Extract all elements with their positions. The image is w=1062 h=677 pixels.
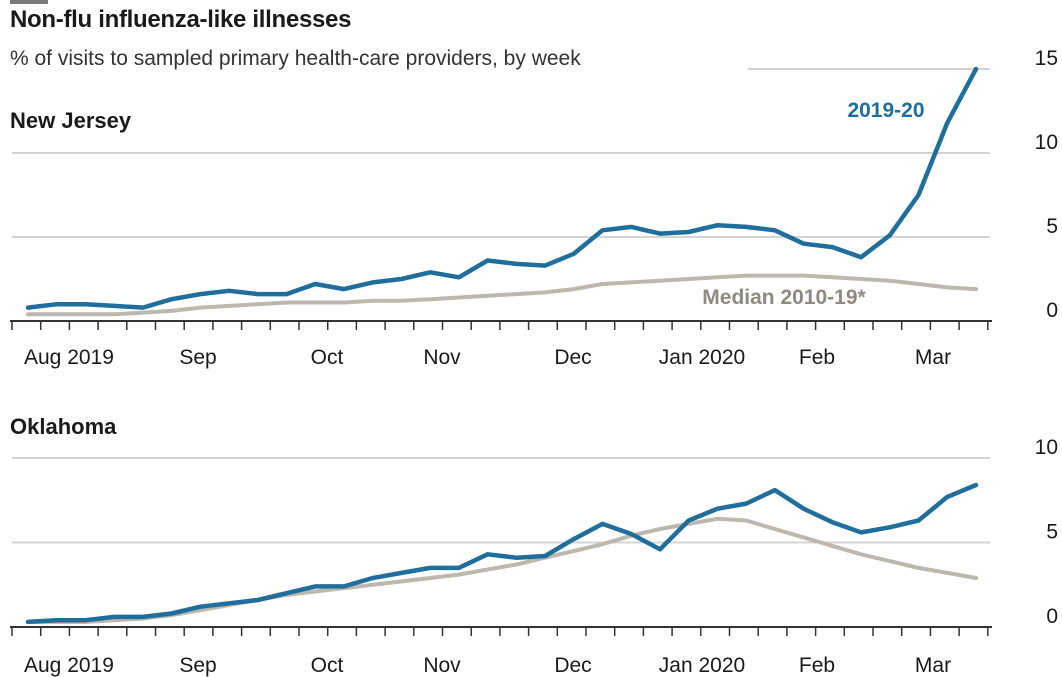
panel-title-new-jersey: New Jersey	[10, 108, 132, 133]
x-tick-label-1-2: Oct	[311, 654, 344, 677]
x-tick-label-1-4: Dec	[554, 654, 591, 677]
x-tick-label-0-3: Nov	[423, 346, 461, 369]
y-tick-label-0-2: 10	[1035, 131, 1058, 154]
x-tick-label-0-6: Feb	[799, 346, 835, 369]
series-label-2019-20: 2019-20	[847, 99, 924, 122]
y-tick-label-0-1: 5	[1046, 215, 1058, 238]
panel-title-oklahoma: Oklahoma	[10, 414, 117, 439]
x-tick-label-0-4: Dec	[554, 346, 591, 369]
y-tick-label-1-1: 5	[1046, 521, 1058, 544]
series-label-median: Median 2010-19*	[702, 286, 866, 309]
y-tick-label-1-0: 0	[1046, 605, 1058, 628]
y-tick-label-1-2: 10	[1035, 436, 1058, 459]
x-tick-label-0-2: Oct	[311, 346, 344, 369]
series-line-2019-20-1	[25, 482, 979, 625]
x-tick-label-0-5: Jan 2020	[659, 346, 745, 369]
chart-title: Non-flu influenza-like illnesses	[10, 6, 352, 33]
top-accent-bar	[10, 0, 48, 4]
series-line-2019-20-0	[25, 66, 979, 310]
x-tick-label-0-1: Sep	[179, 346, 216, 369]
x-tick-label-1-3: Nov	[423, 654, 461, 677]
x-tick-label-0-7: Mar	[915, 346, 951, 369]
x-tick-label-1-0: Aug 2019	[24, 654, 114, 677]
x-tick-label-0-0: Aug 2019	[24, 346, 114, 369]
x-tick-label-1-6: Feb	[799, 654, 835, 677]
x-tick-label-1-1: Sep	[179, 654, 216, 677]
x-tick-label-1-5: Jan 2020	[659, 654, 745, 677]
chart-subtitle: % of visits to sampled primary health-ca…	[10, 47, 581, 70]
y-tick-label-0-3: 15	[1035, 47, 1058, 70]
y-tick-label-0-0: 0	[1046, 299, 1058, 322]
series-line-median-0	[26, 273, 978, 317]
x-tick-label-1-7: Mar	[915, 654, 951, 677]
series-line-median-1	[26, 516, 978, 624]
